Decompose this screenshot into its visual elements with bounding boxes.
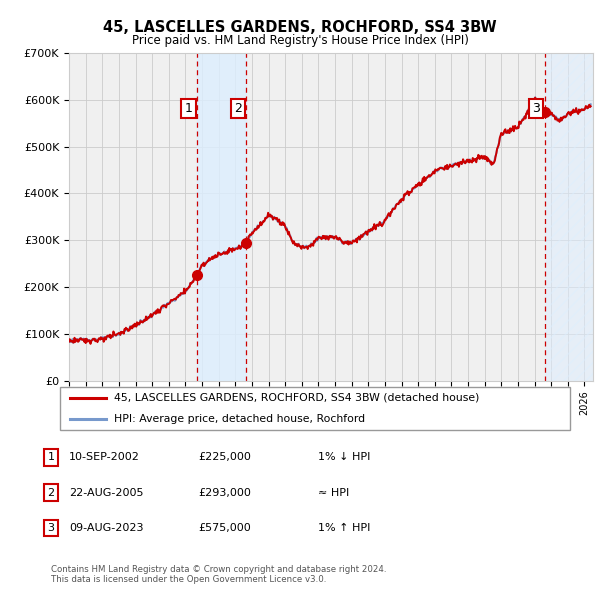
Text: 1: 1: [185, 102, 193, 115]
Text: ≈ HPI: ≈ HPI: [318, 488, 349, 497]
FancyBboxPatch shape: [60, 387, 570, 430]
Text: 1% ↓ HPI: 1% ↓ HPI: [318, 453, 370, 462]
Text: Contains HM Land Registry data © Crown copyright and database right 2024.
This d: Contains HM Land Registry data © Crown c…: [51, 565, 386, 584]
Text: 10-SEP-2002: 10-SEP-2002: [69, 453, 140, 462]
Text: 09-AUG-2023: 09-AUG-2023: [69, 523, 143, 533]
Text: £293,000: £293,000: [198, 488, 251, 497]
Text: 3: 3: [47, 523, 55, 533]
Text: 2: 2: [47, 488, 55, 497]
Text: 2: 2: [233, 102, 242, 115]
Text: 1% ↑ HPI: 1% ↑ HPI: [318, 523, 370, 533]
Text: 45, LASCELLES GARDENS, ROCHFORD, SS4 3BW: 45, LASCELLES GARDENS, ROCHFORD, SS4 3BW: [103, 20, 497, 35]
Text: Price paid vs. HM Land Registry's House Price Index (HPI): Price paid vs. HM Land Registry's House …: [131, 34, 469, 47]
Text: 3: 3: [532, 102, 540, 115]
Bar: [545, 53, 593, 381]
Text: HPI: Average price, detached house, Rochford: HPI: Average price, detached house, Roch…: [113, 414, 365, 424]
Bar: [197, 53, 246, 381]
Text: 45, LASCELLES GARDENS, ROCHFORD, SS4 3BW (detached house): 45, LASCELLES GARDENS, ROCHFORD, SS4 3BW…: [113, 393, 479, 402]
Text: £225,000: £225,000: [198, 453, 251, 462]
Text: 22-AUG-2005: 22-AUG-2005: [69, 488, 143, 497]
Text: £575,000: £575,000: [198, 523, 251, 533]
Text: 1: 1: [47, 453, 55, 462]
